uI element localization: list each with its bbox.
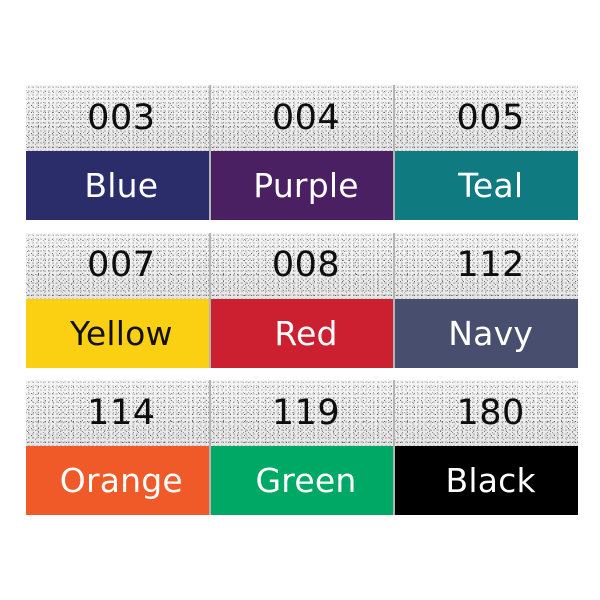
color-name-label: Navy xyxy=(448,313,534,353)
swatch-card-black[interactable]: 180 Black xyxy=(395,380,579,515)
row-separator xyxy=(26,367,578,380)
code-plate: 004 xyxy=(210,85,394,151)
color-swatch: Red xyxy=(210,298,394,368)
swatch-grid: 003 Blue 004 Purple 005 Teal 007 Yellow 008 Red 11… xyxy=(26,85,579,515)
code-plate: 119 xyxy=(210,380,394,446)
code-plate: 005 xyxy=(395,85,579,151)
color-code-label: 004 xyxy=(271,97,341,138)
swatch-card-red[interactable]: 008 Red xyxy=(210,232,396,368)
color-swatch: Black xyxy=(395,446,579,515)
code-plate: 008 xyxy=(210,232,394,299)
color-code-label: 112 xyxy=(456,245,525,285)
color-code-label: 007 xyxy=(87,245,156,285)
swatch-row: 007 Yellow 008 Red 112 Navy xyxy=(26,232,579,368)
swatch-card-purple[interactable]: 004 Purple xyxy=(210,85,396,220)
color-name-label: Teal xyxy=(458,166,524,205)
swatch-card-blue[interactable]: 003 Blue xyxy=(26,85,211,220)
color-swatch: Green xyxy=(210,446,394,515)
color-code-label: 114 xyxy=(87,392,156,433)
color-name-label: Purple xyxy=(253,166,359,205)
code-plate: 007 xyxy=(26,232,209,299)
color-swatch: Blue xyxy=(26,151,209,220)
color-code-label: 005 xyxy=(456,97,525,138)
color-name-label: Red xyxy=(274,313,338,353)
color-name-label: Black xyxy=(445,461,536,500)
color-code-label: 180 xyxy=(456,392,525,433)
color-swatch: Purple xyxy=(210,151,394,220)
color-name-label: Green xyxy=(255,461,357,500)
swatch-card-yellow[interactable]: 007 Yellow xyxy=(26,232,211,368)
code-plate: 114 xyxy=(26,380,209,446)
swatch-card-teal[interactable]: 005 Teal xyxy=(395,85,579,220)
color-swatch: Navy xyxy=(395,298,579,368)
code-plate: 003 xyxy=(26,85,209,151)
color-code-label: 119 xyxy=(271,392,341,433)
color-swatch: Teal xyxy=(395,151,579,220)
swatch-row: 003 Blue 004 Purple 005 Teal xyxy=(26,85,579,220)
swatch-row: 114 Orange 119 Green 180 Black xyxy=(26,380,579,515)
swatch-card-navy[interactable]: 112 Navy xyxy=(395,232,579,368)
color-code-label: 003 xyxy=(87,97,156,138)
color-swatch: Orange xyxy=(26,446,209,515)
color-name-label: Yellow xyxy=(69,313,173,353)
color-code-label: 008 xyxy=(271,245,341,285)
row-separator xyxy=(26,220,578,233)
swatch-card-orange[interactable]: 114 Orange xyxy=(26,380,211,515)
color-swatch: Yellow xyxy=(26,298,209,368)
color-name-label: Blue xyxy=(84,166,159,205)
code-plate: 180 xyxy=(395,380,579,446)
swatch-card-green[interactable]: 119 Green xyxy=(210,380,396,515)
color-name-label: Orange xyxy=(59,461,183,500)
code-plate: 112 xyxy=(395,232,579,299)
